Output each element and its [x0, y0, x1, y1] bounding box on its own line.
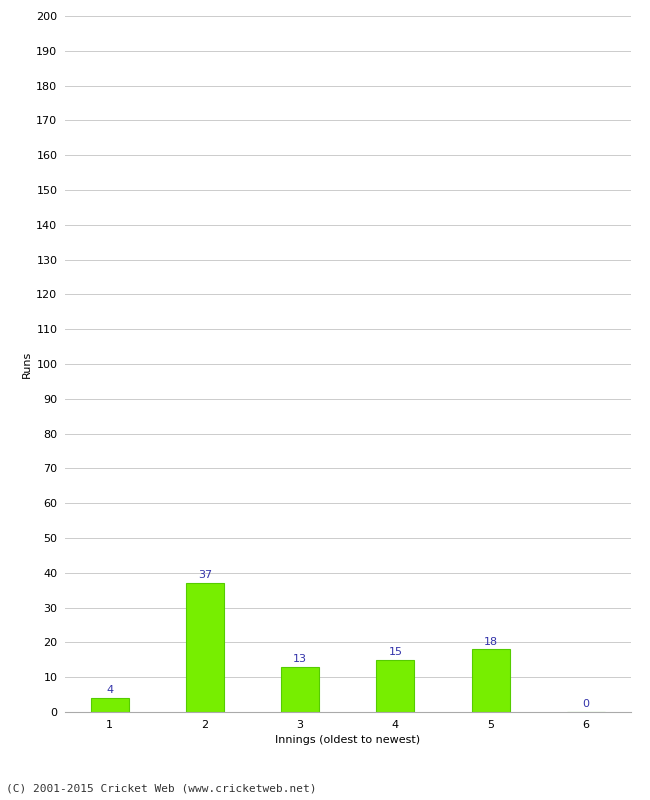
Text: 37: 37 [198, 570, 212, 581]
Text: 13: 13 [293, 654, 307, 664]
Bar [376, 660, 415, 712]
Bar [91, 698, 129, 712]
Text: (C) 2001-2015 Cricket Web (www.cricketweb.net): (C) 2001-2015 Cricket Web (www.cricketwe… [6, 784, 317, 794]
Bar [281, 666, 319, 712]
Text: 15: 15 [388, 647, 402, 657]
Bar [471, 650, 510, 712]
Bar [186, 583, 224, 712]
Text: 0: 0 [582, 699, 590, 710]
Text: 4: 4 [106, 686, 113, 695]
Text: 18: 18 [484, 637, 498, 646]
Y-axis label: Runs: Runs [22, 350, 32, 378]
X-axis label: Innings (oldest to newest): Innings (oldest to newest) [275, 735, 421, 745]
